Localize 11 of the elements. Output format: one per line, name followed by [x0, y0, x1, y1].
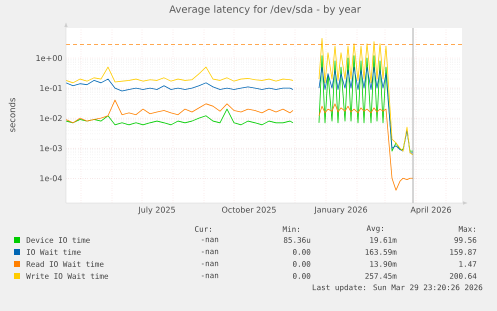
y-tick-label: 1e-01 — [40, 85, 62, 92]
y-tick-label: 1e-04 — [40, 175, 62, 182]
y-tick-label: 1e-03 — [40, 145, 62, 152]
y-axis-title: seconds — [8, 98, 16, 132]
y-tick-label: 1e-02 — [40, 115, 62, 122]
y-tick-label: 1e+00 — [36, 55, 62, 62]
chart-title: Average latency for /dev/sda - by year — [169, 5, 361, 15]
x-tick-label: January 2026 — [314, 206, 368, 214]
x-tick-label: April 2026 — [410, 206, 452, 214]
x-tick-label: July 2025 — [138, 206, 175, 214]
x-tick-label: October 2025 — [222, 206, 276, 213]
